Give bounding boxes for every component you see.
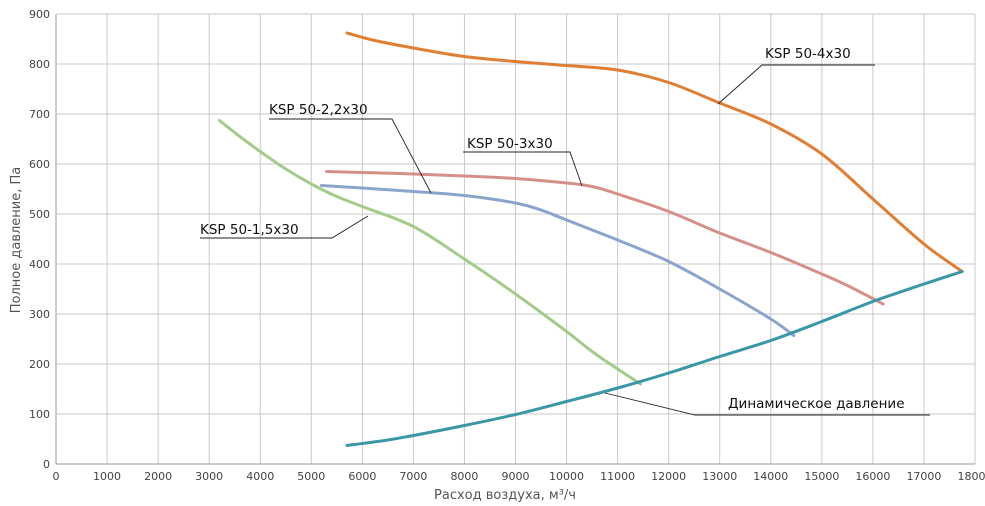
x-tick-label: 8000 bbox=[450, 470, 478, 483]
x-tick-label: 9000 bbox=[502, 470, 530, 483]
y-tick-label: 900 bbox=[29, 8, 50, 21]
x-tick-label: 14000 bbox=[753, 470, 788, 483]
y-tick-label: 800 bbox=[29, 58, 50, 71]
x-tick-label: 7000 bbox=[399, 470, 427, 483]
leader-ksp-2-2x30 bbox=[269, 118, 432, 194]
grid bbox=[55, 13, 976, 465]
x-tick-label: 0 bbox=[53, 470, 60, 483]
curve-ksp-2-2x30 bbox=[320, 184, 796, 337]
x-tick-label: 6000 bbox=[348, 470, 376, 483]
y-tick-label: 400 bbox=[29, 258, 50, 271]
curve-dynamic-pressure bbox=[345, 270, 964, 447]
x-tick-label: 10000 bbox=[549, 470, 584, 483]
x-tick-label: 3000 bbox=[195, 470, 223, 483]
y-tick-label: 200 bbox=[29, 358, 50, 371]
series-labels: KSP 50-4x30 KSP 50-3x30 KSP 50-2,2x30 KS… bbox=[200, 46, 905, 412]
y-tick-label: 700 bbox=[29, 108, 50, 121]
curves bbox=[217, 31, 964, 447]
x-axis-title: Расход воздуха, м³/ч bbox=[434, 488, 576, 503]
x-tick-label: 16000 bbox=[855, 470, 890, 483]
series-label-dynamic-pressure: Динамическое давление bbox=[728, 396, 905, 412]
curve-ksp-3x30 bbox=[325, 170, 885, 306]
y-tick-label: 500 bbox=[29, 208, 50, 221]
x-tick-label: 5000 bbox=[297, 470, 325, 483]
x-tick-label: 15000 bbox=[804, 470, 839, 483]
y-tick-label: 0 bbox=[43, 458, 50, 471]
series-label-ksp-2-2x30: KSP 50-2,2x30 bbox=[269, 102, 368, 118]
x-tick-label: 12000 bbox=[651, 470, 686, 483]
x-tick-label: 13000 bbox=[702, 470, 737, 483]
curve-ksp-4x30 bbox=[345, 31, 964, 273]
series-label-ksp-4x30: KSP 50-4x30 bbox=[765, 46, 851, 62]
series-label-ksp-3x30: KSP 50-3x30 bbox=[467, 136, 553, 152]
leader-lines bbox=[200, 64, 930, 416]
x-tick-label: 2000 bbox=[144, 470, 172, 483]
y-axis-title: Полное давление, Па bbox=[9, 167, 24, 314]
tick-labels: 0 1000 2000 3000 4000 5000 6000 7000 8000 9000 100… bbox=[29, 8, 985, 483]
x-tick-label: 4000 bbox=[246, 470, 274, 483]
x-tick-label: 11000 bbox=[600, 470, 635, 483]
series-label-ksp-1-5x30: KSP 50-1,5x30 bbox=[200, 222, 299, 238]
y-tick-label: 600 bbox=[29, 158, 50, 171]
leader-ksp-3x30 bbox=[463, 151, 583, 187]
curve-ksp-1-5x30 bbox=[217, 119, 643, 386]
leader-ksp-4x30 bbox=[717, 64, 875, 105]
x-tick-label: 17000 bbox=[906, 470, 941, 483]
leader-dynamic-pressure bbox=[604, 392, 930, 416]
leader-ksp-1-5x30 bbox=[200, 215, 369, 239]
y-tick-label: 100 bbox=[29, 408, 50, 421]
y-tick-label: 300 bbox=[29, 308, 50, 321]
x-tick-label: 1000 bbox=[93, 470, 121, 483]
